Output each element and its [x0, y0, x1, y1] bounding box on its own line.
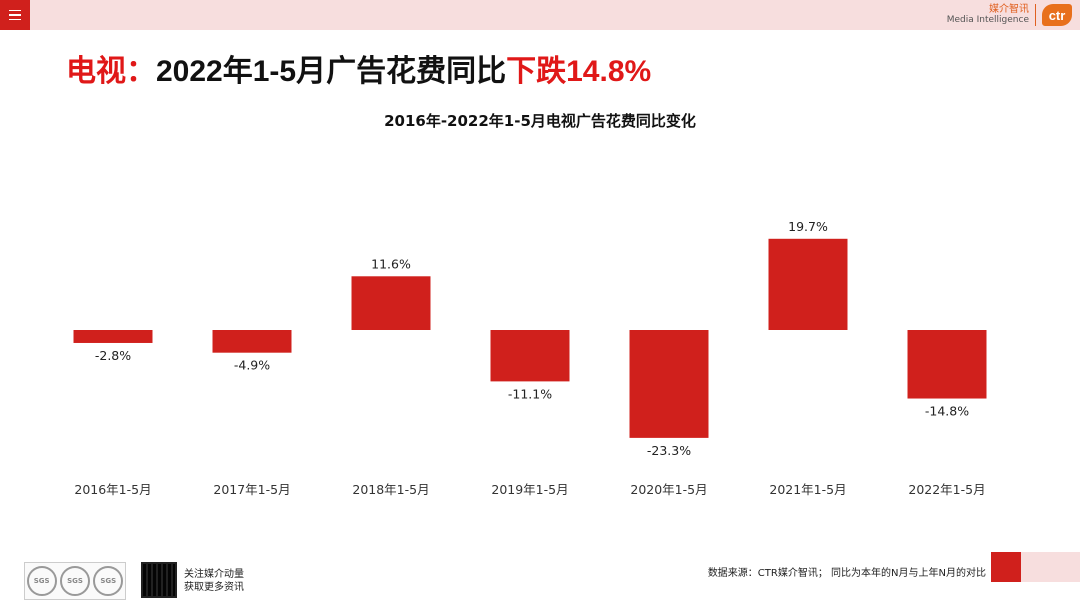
menu-icon: [9, 9, 21, 12]
certification-badges: SGS SGS SGS: [24, 562, 126, 600]
sgs-seal-icon: SGS: [93, 566, 124, 596]
headline-period: 2022年1-5月广告花费同比: [156, 55, 507, 88]
category-label-4: 2020年1-5月: [630, 482, 707, 497]
bar-3: [490, 330, 570, 382]
bar-1: [212, 330, 292, 353]
data-label-1: -4.9%: [234, 358, 270, 373]
bar-6: [907, 330, 987, 399]
data-label-4: -23.3%: [647, 443, 691, 458]
qr-caption-line1: 关注媒介动量: [184, 569, 244, 580]
category-label-6: 2022年1-5月: [908, 482, 985, 497]
bar-5: [768, 238, 848, 330]
logo-cn-text: 媒介智讯: [989, 4, 1029, 15]
ctr-logo: 媒介智讯 Media Intelligence ctr: [947, 4, 1072, 26]
sgs-seal-icon: SGS: [59, 566, 90, 596]
page-headline: 电视：2022年1-5月广告花费同比下跌14.8%: [66, 46, 651, 90]
footer-pink-block: [1021, 552, 1080, 582]
headline-media: 电视：: [66, 55, 156, 88]
qr-caption: 关注媒介动量 获取更多资讯: [184, 568, 244, 594]
top-bar: [0, 0, 1080, 30]
category-label-3: 2019年1-5月: [491, 482, 568, 497]
chart-title: 2016年-2022年1-5月电视广告花费同比变化: [384, 112, 696, 130]
menu-button[interactable]: [0, 0, 30, 30]
category-label-1: 2017年1-5月: [213, 482, 290, 497]
bar-4: [629, 330, 709, 438]
data-source-note: 数据来源：CTR媒介智讯； 同比为本年的N月与上年N月的对比: [707, 568, 986, 579]
menu-icon-line: [9, 14, 21, 16]
bar-0: [73, 330, 153, 343]
data-label-0: -2.8%: [95, 348, 131, 363]
bar-2: [351, 276, 431, 330]
menu-icon-line: [9, 18, 21, 21]
qr-code-icon[interactable]: [141, 562, 177, 598]
data-label-2: 11.6%: [371, 256, 411, 271]
data-label-5: 19.7%: [788, 219, 828, 234]
data-label-6: -14.8%: [925, 404, 969, 419]
category-label-0: 2016年1-5月: [74, 482, 151, 497]
logo-en-text: Media Intelligence: [946, 15, 1029, 25]
category-label-2: 2018年1-5月: [352, 482, 429, 497]
category-label-5: 2021年1-5月: [769, 482, 846, 497]
sgs-seal-icon: SGS: [26, 566, 57, 596]
data-label-3: -11.1%: [508, 386, 552, 401]
footer-red-block: [991, 552, 1021, 582]
ctr-logo-mark: ctr: [1042, 4, 1072, 26]
headline-change: 下跌14.8%: [506, 55, 652, 88]
qr-caption-line2: 获取更多资讯: [184, 582, 244, 593]
logo-divider: [1035, 4, 1036, 26]
